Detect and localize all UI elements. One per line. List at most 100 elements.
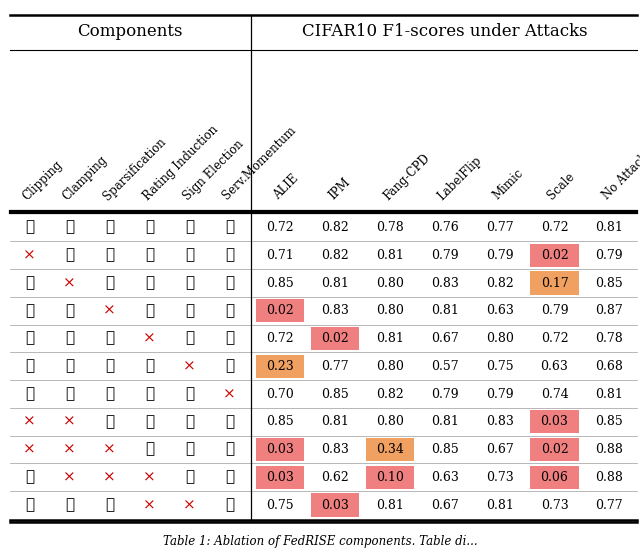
Text: 0.88: 0.88 xyxy=(595,471,623,484)
Text: 0.71: 0.71 xyxy=(266,249,294,262)
Text: ×: × xyxy=(143,470,156,485)
Text: 0.77: 0.77 xyxy=(486,221,513,234)
Text: ✓: ✓ xyxy=(65,248,74,263)
Text: ✓: ✓ xyxy=(225,248,234,263)
Text: 0.81: 0.81 xyxy=(376,498,404,512)
Text: 0.81: 0.81 xyxy=(376,332,404,345)
Text: ✓: ✓ xyxy=(105,331,114,346)
Text: 0.85: 0.85 xyxy=(431,443,459,456)
Text: ×: × xyxy=(143,331,156,346)
Text: ✓: ✓ xyxy=(145,415,154,429)
Text: ✓: ✓ xyxy=(105,415,114,429)
Text: 0.72: 0.72 xyxy=(541,221,568,234)
Text: 0.77: 0.77 xyxy=(596,498,623,512)
Text: 0.57: 0.57 xyxy=(431,360,459,373)
Text: 0.80: 0.80 xyxy=(486,332,513,345)
Text: 0.85: 0.85 xyxy=(266,415,294,428)
Text: 0.83: 0.83 xyxy=(486,415,513,428)
Text: ✓: ✓ xyxy=(145,248,154,263)
Text: ×: × xyxy=(63,470,76,485)
Text: 0.82: 0.82 xyxy=(376,387,404,401)
Text: 0.85: 0.85 xyxy=(595,415,623,428)
Text: 0.85: 0.85 xyxy=(595,276,623,290)
Text: ✓: ✓ xyxy=(25,220,34,235)
Text: 0.02: 0.02 xyxy=(266,304,294,317)
Text: ×: × xyxy=(183,498,196,512)
Text: 0.79: 0.79 xyxy=(486,387,513,401)
Text: 0.79: 0.79 xyxy=(596,249,623,262)
Text: ✓: ✓ xyxy=(225,331,234,346)
FancyBboxPatch shape xyxy=(531,410,579,433)
Text: 0.83: 0.83 xyxy=(321,304,349,317)
Text: ✓: ✓ xyxy=(185,331,194,346)
Text: ✓: ✓ xyxy=(145,220,154,235)
Text: Sparsification: Sparsification xyxy=(100,135,168,203)
Text: ×: × xyxy=(63,442,76,457)
Text: ×: × xyxy=(63,276,76,290)
FancyBboxPatch shape xyxy=(531,438,579,461)
Text: 0.63: 0.63 xyxy=(541,360,568,373)
Text: 0.79: 0.79 xyxy=(431,249,459,262)
Text: 0.72: 0.72 xyxy=(266,221,294,234)
Text: ✓: ✓ xyxy=(185,442,194,457)
Text: ✓: ✓ xyxy=(25,331,34,346)
Text: ✓: ✓ xyxy=(185,276,194,290)
Text: ✓: ✓ xyxy=(105,248,114,263)
Text: 0.74: 0.74 xyxy=(541,387,568,401)
Text: Clipping: Clipping xyxy=(20,158,65,203)
Text: 0.81: 0.81 xyxy=(376,249,404,262)
Text: ×: × xyxy=(223,387,236,401)
Text: ✓: ✓ xyxy=(145,442,154,457)
Text: ×: × xyxy=(103,304,116,318)
Text: 0.80: 0.80 xyxy=(376,304,404,317)
Text: 0.80: 0.80 xyxy=(376,415,404,428)
Text: ×: × xyxy=(23,415,36,429)
Text: 0.85: 0.85 xyxy=(321,387,349,401)
Text: Mimic: Mimic xyxy=(490,167,526,203)
Text: Fang-CPD: Fang-CPD xyxy=(381,151,432,203)
Text: 0.81: 0.81 xyxy=(486,498,513,512)
Text: 0.03: 0.03 xyxy=(541,415,568,428)
Text: 0.88: 0.88 xyxy=(595,443,623,456)
Text: 0.79: 0.79 xyxy=(486,249,513,262)
FancyBboxPatch shape xyxy=(366,438,414,461)
Text: No Attack: No Attack xyxy=(600,152,640,203)
Text: 0.03: 0.03 xyxy=(266,471,294,484)
Text: 0.23: 0.23 xyxy=(266,360,294,373)
FancyBboxPatch shape xyxy=(366,466,414,489)
Text: Components: Components xyxy=(77,23,182,41)
Text: 0.81: 0.81 xyxy=(431,304,459,317)
Text: 0.03: 0.03 xyxy=(266,443,294,456)
Text: 0.63: 0.63 xyxy=(486,304,513,317)
Text: 0.82: 0.82 xyxy=(321,249,349,262)
Text: Scale: Scale xyxy=(545,170,577,203)
Text: ✓: ✓ xyxy=(185,248,194,263)
FancyBboxPatch shape xyxy=(311,493,359,517)
FancyBboxPatch shape xyxy=(256,466,305,489)
Text: 0.73: 0.73 xyxy=(486,471,513,484)
FancyBboxPatch shape xyxy=(311,327,359,350)
Text: ✓: ✓ xyxy=(25,359,34,374)
Text: ✓: ✓ xyxy=(65,304,74,318)
Text: ✓: ✓ xyxy=(225,304,234,318)
Text: ✓: ✓ xyxy=(225,442,234,457)
Text: CIFAR10 F1-scores under Attacks: CIFAR10 F1-scores under Attacks xyxy=(302,23,588,41)
Text: ✓: ✓ xyxy=(225,359,234,374)
Text: 0.72: 0.72 xyxy=(266,332,294,345)
Text: 0.81: 0.81 xyxy=(321,276,349,290)
FancyBboxPatch shape xyxy=(531,271,579,295)
Text: 0.75: 0.75 xyxy=(266,498,294,512)
Text: ✓: ✓ xyxy=(145,359,154,374)
Text: ×: × xyxy=(183,359,196,374)
Text: 0.83: 0.83 xyxy=(431,276,459,290)
Text: ×: × xyxy=(103,442,116,457)
Text: 0.02: 0.02 xyxy=(541,249,568,262)
Text: ×: × xyxy=(23,248,36,263)
Text: 0.03: 0.03 xyxy=(321,498,349,512)
Text: ✓: ✓ xyxy=(225,415,234,429)
Text: ✓: ✓ xyxy=(65,387,74,401)
Text: 0.81: 0.81 xyxy=(595,221,623,234)
Text: ✓: ✓ xyxy=(225,470,234,485)
Text: ×: × xyxy=(63,415,76,429)
Text: 0.34: 0.34 xyxy=(376,443,404,456)
